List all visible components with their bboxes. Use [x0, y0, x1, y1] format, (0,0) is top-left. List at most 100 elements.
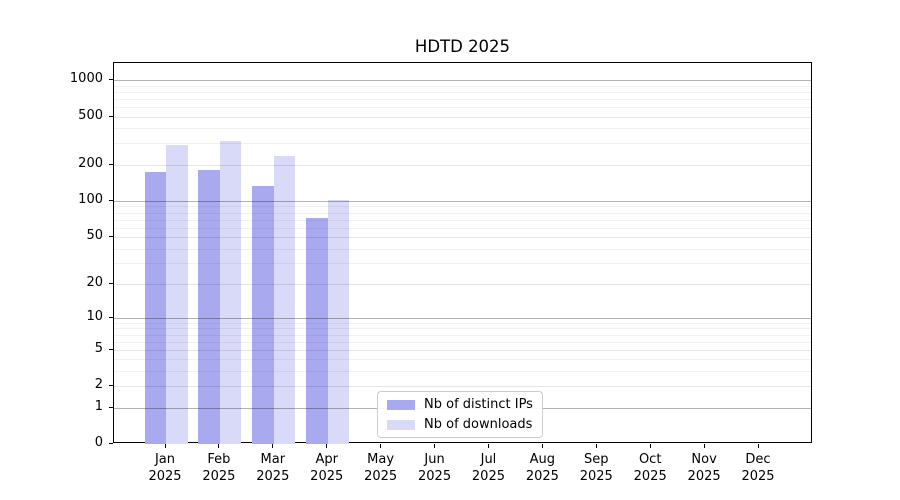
legend-item-distinct-ips: Nb of distinct IPs [387, 396, 533, 413]
y-axis-labels: 0 1 2 5 10 20 50 100 200 500 1000 [0, 62, 103, 450]
y-tick-mark-2 [109, 385, 113, 387]
month-label: Apr [315, 452, 338, 467]
legend-label-downloads: Nb of downloads [424, 416, 533, 432]
month-label: Jun [424, 452, 445, 467]
bar-downloads [327, 199, 350, 445]
month-label: Mar [260, 452, 286, 467]
gridline-5 [114, 349, 811, 351]
gridline-10 [114, 317, 811, 319]
gridline-20 [114, 283, 811, 285]
bar-distinct-ips [144, 171, 166, 445]
bar-downloads [273, 155, 296, 445]
minor-gridline-9 [114, 322, 811, 324]
minor-gridline-4 [114, 359, 811, 361]
y-tick-label-2: 2 [94, 377, 103, 393]
bars-layer [114, 63, 811, 445]
x-tick-label-mar: Mar 2025 [245, 451, 301, 485]
x-tick-label-dec: Dec 2025 [730, 451, 786, 485]
bar-downloads [219, 140, 242, 445]
y-tick-mark-20 [109, 282, 113, 284]
grid-layer [114, 63, 811, 442]
gridline-100 [114, 200, 811, 202]
x-tick-label-may: May 2025 [353, 451, 409, 485]
x-tick-mark-mar [272, 444, 274, 448]
legend-swatch-distinct-ips [387, 399, 415, 410]
y-tick-mark-5 [109, 348, 113, 350]
minor-gridline-700 [114, 98, 811, 100]
bar-distinct-ips [306, 218, 328, 445]
y-tick-label-5: 5 [94, 340, 103, 356]
month-label: Aug [529, 452, 556, 467]
year-label: 2025 [741, 469, 775, 484]
x-tick-label-apr: Apr 2025 [299, 451, 355, 485]
y-tick-label-50: 50 [86, 228, 103, 243]
y-tick-label-0: 0 [94, 435, 103, 451]
minor-gridline-900 [114, 85, 811, 87]
y-tick-mark-200 [109, 163, 113, 165]
x-tick-mark-dec [757, 444, 759, 448]
bar-distinct-ips [252, 186, 274, 445]
y-tick-label-500: 500 [78, 107, 103, 123]
y-tick-mark-50 [109, 236, 113, 237]
y-tick-label-1000: 1000 [69, 71, 103, 87]
x-tick-label-sep: Sep 2025 [568, 451, 624, 485]
y-tick-label-1: 1 [94, 398, 103, 414]
x-tick-label-aug: Aug 2025 [514, 451, 570, 485]
year-label: 2025 [579, 469, 613, 484]
gridline-2 [114, 386, 811, 388]
minor-gridline-300 [114, 143, 811, 145]
year-label: 2025 [525, 469, 559, 484]
x-tick-label-jan: Jan 2025 [137, 451, 193, 485]
gridline-500 [114, 116, 811, 118]
minor-gridline-60 [114, 227, 811, 229]
minor-gridline-600 [114, 106, 811, 108]
minor-gridline-80 [114, 212, 811, 214]
minor-gridline-90 [114, 206, 811, 208]
y-tick-mark-0 [109, 443, 113, 445]
minor-gridline-3 [114, 371, 811, 373]
y-tick-label-20: 20 [86, 274, 103, 290]
month-label: Sep [584, 452, 609, 467]
minor-gridline-30 [114, 263, 811, 265]
x-tick-mark-aug [541, 444, 543, 448]
year-label: 2025 [418, 469, 452, 484]
x-tick-label-nov: Nov 2025 [676, 451, 732, 485]
bar-distinct-ips [198, 170, 220, 445]
legend-swatch-downloads [387, 419, 415, 430]
year-label: 2025 [471, 469, 505, 484]
month-label: Jul [480, 452, 497, 467]
gridline-1000 [114, 80, 811, 82]
month-label: Dec [745, 452, 771, 467]
x-tick-mark-jul [487, 444, 489, 448]
gridline-50 [114, 237, 811, 238]
month-label: Oct [638, 452, 662, 467]
x-tick-mark-oct [649, 444, 651, 448]
minor-gridline-40 [114, 248, 811, 250]
y-tick-label-100: 100 [78, 191, 103, 207]
minor-gridline-800 [114, 91, 811, 93]
legend: Nb of distinct IPs Nb of downloads [377, 391, 543, 438]
y-tick-mark-500 [109, 115, 113, 117]
y-tick-label-200: 200 [78, 155, 103, 171]
year-label: 2025 [310, 469, 344, 484]
month-label: Jan [154, 452, 176, 467]
x-tick-mark-nov [703, 444, 705, 448]
minor-gridline-8 [114, 328, 811, 330]
y-tick-mark-100 [109, 199, 113, 201]
y-tick-mark-1 [109, 406, 113, 408]
x-tick-label-feb: Feb 2025 [191, 451, 247, 485]
month-label: Feb [207, 452, 231, 467]
legend-label-distinct-ips: Nb of distinct IPs [424, 396, 533, 412]
minor-gridline-70 [114, 219, 811, 221]
month-label: May [367, 452, 395, 467]
bar-downloads [166, 145, 188, 445]
year-label: 2025 [633, 469, 667, 484]
year-label: 2025 [202, 469, 236, 484]
x-tick-mark-jun [434, 444, 436, 448]
minor-gridline-400 [114, 128, 811, 130]
minor-gridline-6 [114, 341, 811, 343]
y-tick-mark-1000 [109, 79, 113, 81]
x-tick-label-oct: Oct 2025 [622, 451, 678, 485]
x-tick-mark-jan [164, 444, 166, 448]
